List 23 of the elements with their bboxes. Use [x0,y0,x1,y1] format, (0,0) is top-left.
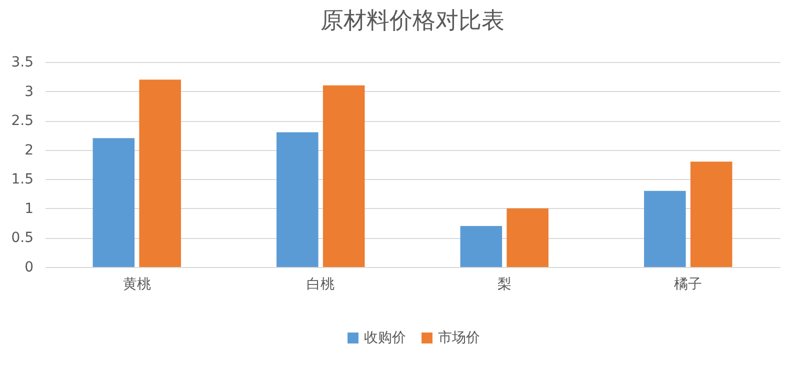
bar [92,138,135,267]
bar [322,85,365,267]
y-tick-label: 3 [24,84,34,100]
bar [276,132,318,267]
x-tick-label: 黄桃 [122,276,151,292]
y-tick-label: 0.5 [11,230,34,246]
legend-label: 收购价 [364,330,406,346]
x-tick-label: 白桃 [306,276,335,292]
bar [139,80,181,267]
y-tick-label: 3.5 [11,54,34,70]
x-tick-label: 梨 [497,276,512,292]
x-tick-label: 橘子 [674,276,702,292]
bar [644,190,686,267]
y-tick-label: 0 [24,260,34,276]
bar [506,208,548,267]
y-tick-label: 2 [24,142,34,158]
bar [460,226,502,267]
y-tick-label: 1.5 [11,172,34,188]
bar [690,162,732,267]
y-tick-label: 2.5 [11,113,34,130]
legend-label: 市场价 [438,330,480,346]
chart-title: 原材料价格对比表 [320,8,504,34]
y-tick-label: 1 [24,200,34,217]
